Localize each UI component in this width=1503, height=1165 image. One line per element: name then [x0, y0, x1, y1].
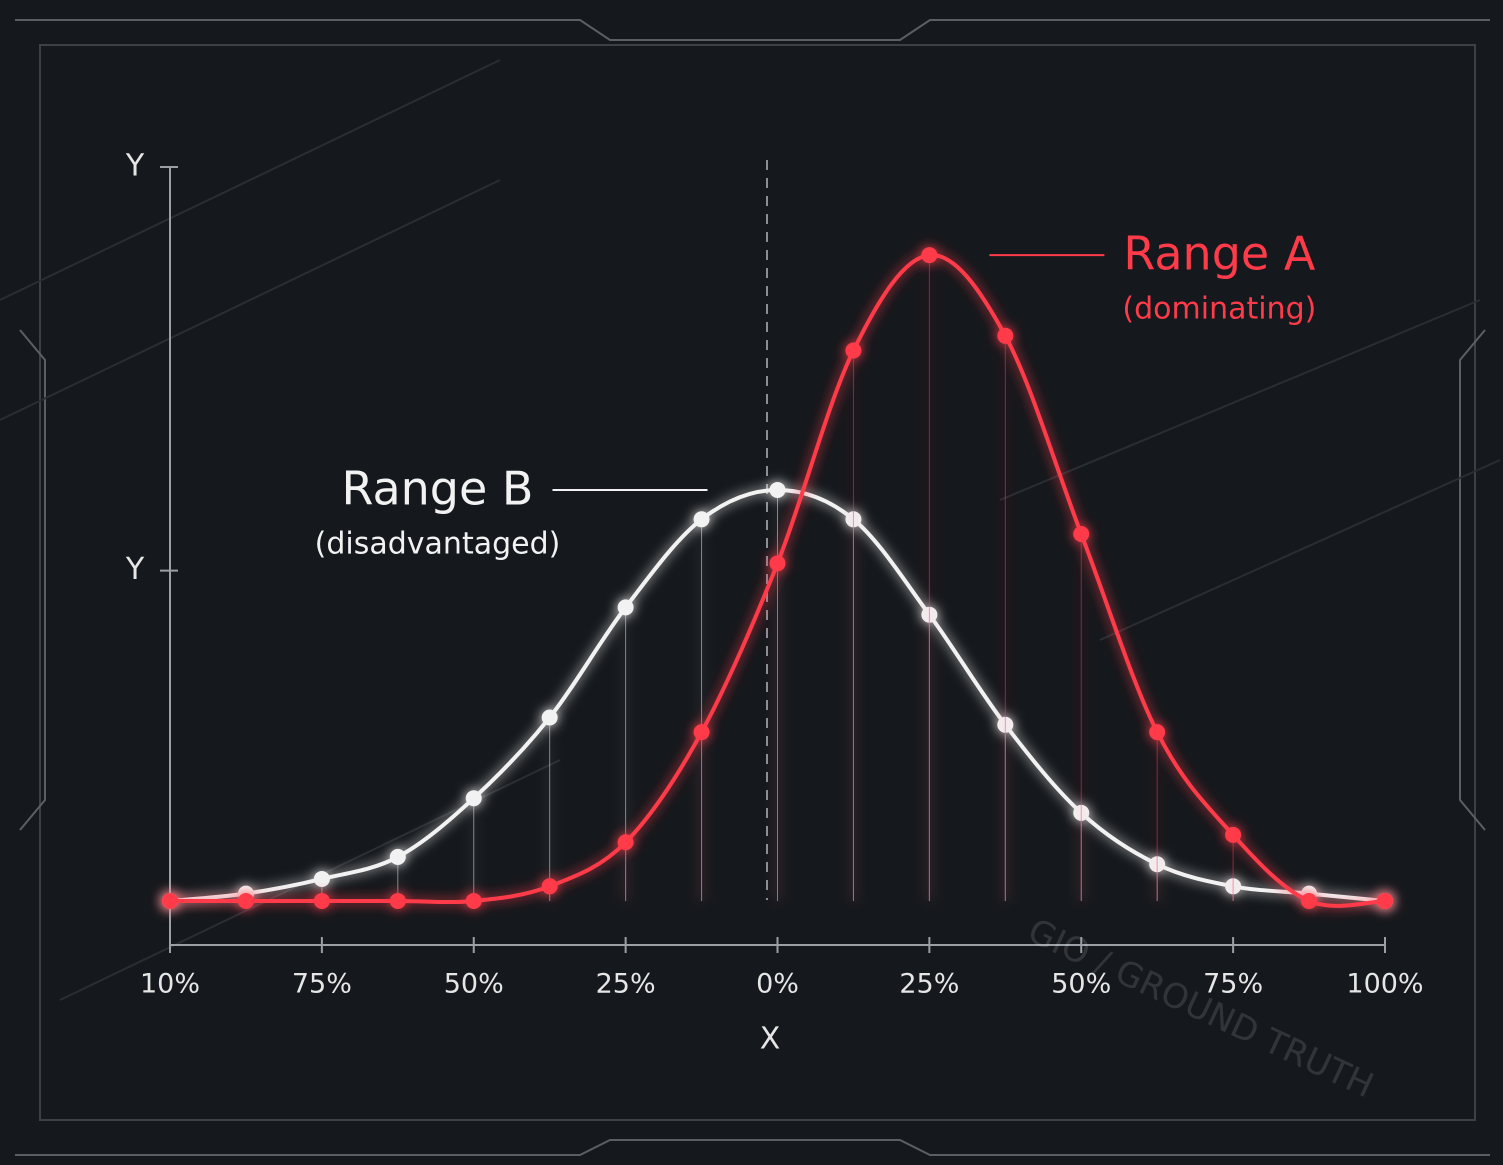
x-tick-label: 50%	[444, 969, 504, 1000]
point	[389, 892, 406, 909]
series-label: Range A	[1123, 227, 1315, 281]
point	[1301, 892, 1318, 909]
point	[313, 870, 330, 887]
point	[313, 892, 330, 909]
point	[1149, 724, 1166, 741]
x-tick-label: 50%	[1051, 969, 1111, 1000]
point	[389, 848, 406, 865]
point	[617, 599, 634, 616]
x-tick-label: 75%	[292, 969, 352, 1000]
point	[769, 555, 786, 572]
x-tick-label: 0%	[756, 969, 799, 1000]
x-tick-label: 25%	[899, 969, 959, 1000]
series-note: (dominating)	[1122, 292, 1316, 327]
x-tick-label: 75%	[1203, 969, 1263, 1000]
point	[997, 327, 1014, 344]
series	[162, 247, 1393, 909]
point	[541, 709, 558, 726]
series-note: (disadvantaged)	[315, 526, 561, 561]
x-tick-label: 10%	[140, 969, 200, 1000]
point	[617, 834, 634, 851]
point	[769, 481, 786, 498]
y-tick-label: Y	[125, 149, 145, 184]
frame	[15, 19, 1490, 1156]
point	[237, 892, 254, 909]
point	[1377, 892, 1393, 909]
point	[693, 724, 710, 741]
point	[465, 892, 482, 909]
point	[1225, 826, 1242, 843]
series-line	[169, 253, 1386, 908]
point	[693, 511, 710, 528]
x-tick-label: 100%	[1346, 969, 1423, 1000]
point	[162, 892, 178, 909]
point	[1073, 525, 1090, 542]
point	[921, 247, 938, 264]
point	[845, 342, 862, 359]
point	[541, 878, 558, 895]
x-tick-label: 25%	[596, 969, 656, 1000]
series-label: Range B	[342, 461, 534, 515]
x-axis-label: X	[760, 1022, 781, 1057]
y-tick-label: Y	[125, 552, 145, 587]
point	[465, 790, 482, 807]
